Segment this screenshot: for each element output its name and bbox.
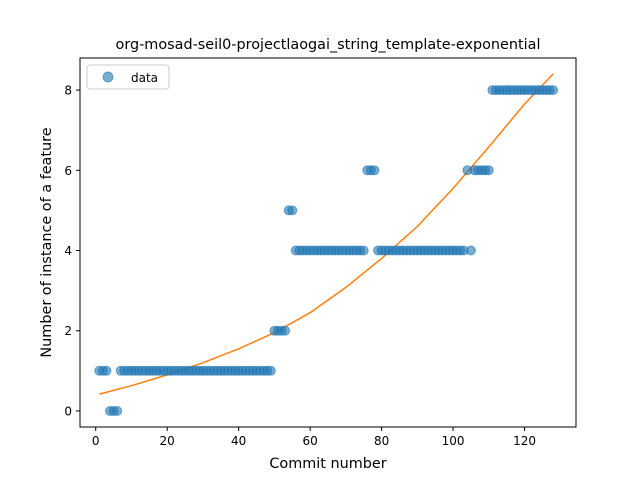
y-tick-label: 6 <box>64 164 72 178</box>
data-point <box>548 85 559 96</box>
y-axis: 0 2 4 6 8 <box>64 84 80 418</box>
data-point <box>112 406 123 416</box>
x-tick-label: 60 <box>302 434 317 448</box>
point-layer <box>94 85 559 416</box>
x-axis: 0 20 40 60 80 100 120 <box>92 427 536 448</box>
x-tick-label: 40 <box>231 434 246 448</box>
data-point <box>465 245 476 256</box>
y-tick-label: 8 <box>64 84 72 98</box>
data-point <box>265 365 276 376</box>
x-tick-label: 20 <box>160 434 175 448</box>
data-point <box>280 325 291 336</box>
x-tick-label: 100 <box>442 434 465 448</box>
y-tick-label: 2 <box>64 324 72 338</box>
data-point <box>358 245 369 256</box>
plot-frame <box>79 57 577 428</box>
y-tick-label: 0 <box>64 404 72 418</box>
legend-marker <box>102 71 114 83</box>
data-point <box>369 165 380 176</box>
x-tick-label: 120 <box>513 434 536 448</box>
legend-box <box>86 64 170 90</box>
legend-entry-data: data <box>131 71 158 85</box>
data-point <box>287 205 298 216</box>
y-axis-label: Number of instance of a feature <box>39 127 55 357</box>
data-point <box>483 165 494 176</box>
data-point <box>101 365 112 376</box>
chart-title: org-mosad-seil0-projectlaogai_string_tem… <box>116 37 541 53</box>
y-tick-label: 4 <box>64 244 72 258</box>
x-tick-label: 0 <box>92 434 100 448</box>
x-axis-label: Commit number <box>269 456 386 472</box>
x-tick-label: 80 <box>374 434 389 448</box>
legend: data <box>86 64 170 90</box>
